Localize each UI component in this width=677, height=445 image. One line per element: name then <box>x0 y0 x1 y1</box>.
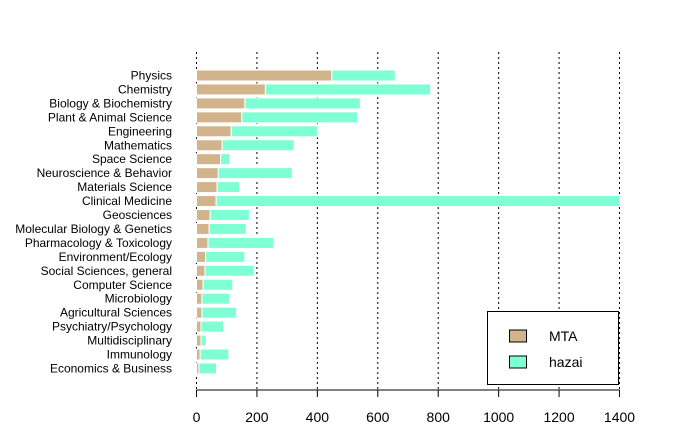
category-label: Economics & Business <box>50 361 172 375</box>
category-label: Mathematics <box>104 138 172 152</box>
bar-hazai-11 <box>208 222 247 235</box>
bar-hazai-15 <box>202 278 234 291</box>
bar-mta-5 <box>196 139 223 152</box>
bar-hazai-5 <box>221 139 295 152</box>
bar-mta-17 <box>196 306 203 319</box>
x-tick-label: 1200 <box>543 409 574 425</box>
x-axis: 0 200 400 600 800 1000 1200 1400 <box>193 389 635 425</box>
bar-mta-10 <box>196 209 211 221</box>
bar-mta-8 <box>196 181 218 194</box>
category-label: Geosciences <box>103 208 172 222</box>
category-label: Environment/Ecology <box>59 250 172 264</box>
bar-mta-6 <box>196 153 222 166</box>
bar-hazai-1 <box>264 83 432 96</box>
bar-mta-3 <box>196 111 243 124</box>
category-label: Chemistry <box>118 82 172 96</box>
bar-hazai-7 <box>217 167 293 180</box>
x-tick-label: 400 <box>306 409 330 425</box>
category-label: Biology & Biochemistry <box>49 96 172 110</box>
x-tick-label: 1000 <box>483 409 514 425</box>
category-label: Immunology <box>107 348 172 362</box>
category-label: Neuroscience & Behavior <box>37 166 172 180</box>
bar-hazai-21 <box>198 362 217 375</box>
bar-mta-1 <box>196 83 266 96</box>
bar-hazai-10 <box>209 209 250 221</box>
bar-hazai-8 <box>216 181 241 194</box>
category-label: Social Sciences, general <box>41 264 172 278</box>
x-tick-label: 1400 <box>604 409 635 425</box>
category-label: Clinical Medicine <box>82 194 172 208</box>
bar-hazai-16 <box>201 292 231 305</box>
bar-hazai-13 <box>205 250 246 263</box>
bar-hazai-12 <box>207 236 275 249</box>
bar-hazai-0 <box>331 69 396 82</box>
bar-mta-4 <box>196 125 232 138</box>
category-label: Computer Science <box>73 278 172 292</box>
x-tick-label: 200 <box>245 409 269 425</box>
bar-mta-7 <box>196 167 219 180</box>
bar-mta-19 <box>196 334 202 347</box>
bar-mta-14 <box>196 264 206 277</box>
category-label: Agricultural Sciences <box>60 306 172 320</box>
bar-mta-12 <box>196 236 209 249</box>
bar-mta-13 <box>196 250 207 263</box>
bar-hazai-2 <box>244 97 361 110</box>
category-label: Pharmacology & Toxicology <box>25 236 172 250</box>
bar-hazai-17 <box>201 306 238 319</box>
category-label: Multidisciplinary <box>87 334 172 348</box>
bar-hazai-18 <box>200 320 225 333</box>
category-label: Space Science <box>92 152 172 166</box>
x-tick-label: 600 <box>366 409 390 425</box>
legend-swatch-hazai <box>509 355 527 369</box>
legend-label-mta: MTA <box>549 328 578 344</box>
bar-hazai-19 <box>200 334 207 347</box>
legend-box <box>487 311 619 385</box>
category-label: Plant & Animal Science <box>48 110 172 124</box>
bar-hazai-3 <box>241 111 359 124</box>
bar-mta-20 <box>196 348 201 361</box>
category-label: Molecular Biology & Genetics <box>15 222 172 236</box>
bar-mta-15 <box>196 278 204 291</box>
category-label: Engineering <box>108 124 172 138</box>
legend-label-hazai: hazai <box>549 354 582 370</box>
bar-mta-11 <box>196 222 210 235</box>
x-tick-label: 800 <box>427 409 451 425</box>
category-label: Materials Science <box>77 180 172 194</box>
bar-mta-9 <box>196 195 217 208</box>
legend-swatch-mta <box>509 329 527 343</box>
category-label: Physics <box>131 69 172 83</box>
bars <box>196 69 621 375</box>
bar-hazai-20 <box>199 348 230 361</box>
bar-mta-16 <box>196 292 203 305</box>
category-label: Microbiology <box>105 292 172 306</box>
bar-mta-0 <box>196 69 333 82</box>
bar-hazai-4 <box>230 125 318 138</box>
x-tick-label: 0 <box>193 409 201 425</box>
bar-hazai-6 <box>220 153 231 166</box>
bar-hazai-14 <box>204 264 255 277</box>
category-label: Psychiatry/Psychology <box>52 320 172 334</box>
bar-hazai-9 <box>215 195 621 208</box>
bar-mta-2 <box>196 97 246 110</box>
bar-mta-18 <box>196 320 202 333</box>
legend: MTA hazai <box>487 311 619 385</box>
